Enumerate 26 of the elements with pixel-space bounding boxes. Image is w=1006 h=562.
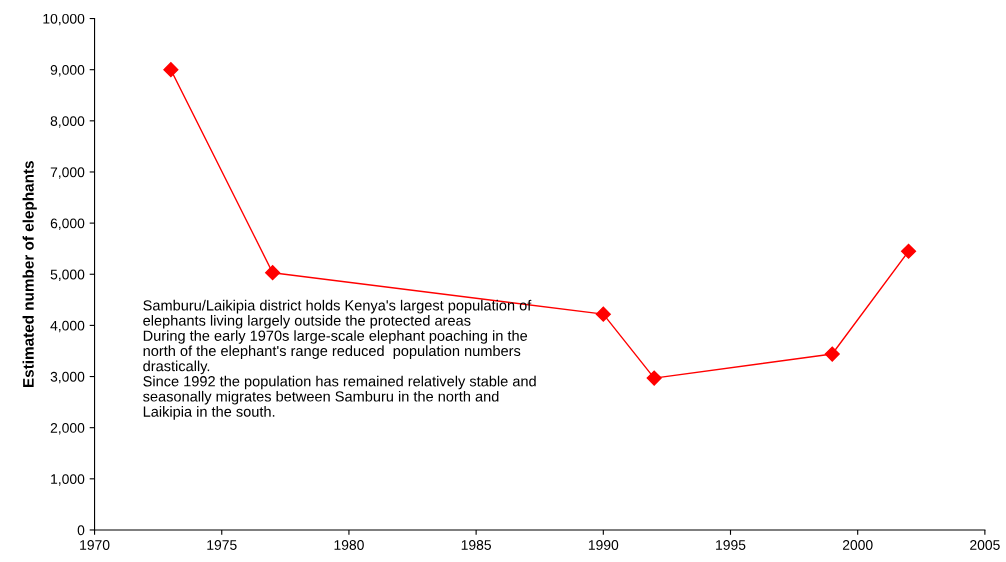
y-tick-label: 8,000 <box>50 116 85 128</box>
y-tick-label: 3,000 <box>50 371 85 384</box>
y-tick-label: 5,000 <box>50 269 85 282</box>
x-tick-label: 2005 <box>970 540 1000 550</box>
point <box>900 243 917 259</box>
x-tick-label: 1970 <box>80 540 110 550</box>
y-tick-label: 1,000 <box>51 474 85 486</box>
point <box>646 370 662 386</box>
y-tick-label: 2,000 <box>50 423 85 435</box>
y-tick-label: 0 <box>77 525 85 536</box>
y-tick-label: 6,000 <box>50 218 85 230</box>
y-tick-label: 10,000 <box>43 13 85 26</box>
x-tick-label: 1995 <box>716 540 746 550</box>
y-tick-label: 9,000 <box>50 65 85 77</box>
point <box>824 346 840 362</box>
point <box>163 62 179 78</box>
x-tick-label: 1990 <box>588 540 619 550</box>
x-tick-label: 1980 <box>334 540 364 550</box>
x-tick-label: 1975 <box>207 540 237 550</box>
x-tick-label: 2000 <box>842 540 873 550</box>
x-tick-label: 1985 <box>461 540 491 550</box>
y-tick-label: 4,000 <box>50 320 85 333</box>
y-axis-title: Estimated number of elephants <box>22 161 37 387</box>
point <box>265 265 281 281</box>
point <box>595 306 611 322</box>
y-tick-label: 7,000 <box>50 167 85 179</box>
